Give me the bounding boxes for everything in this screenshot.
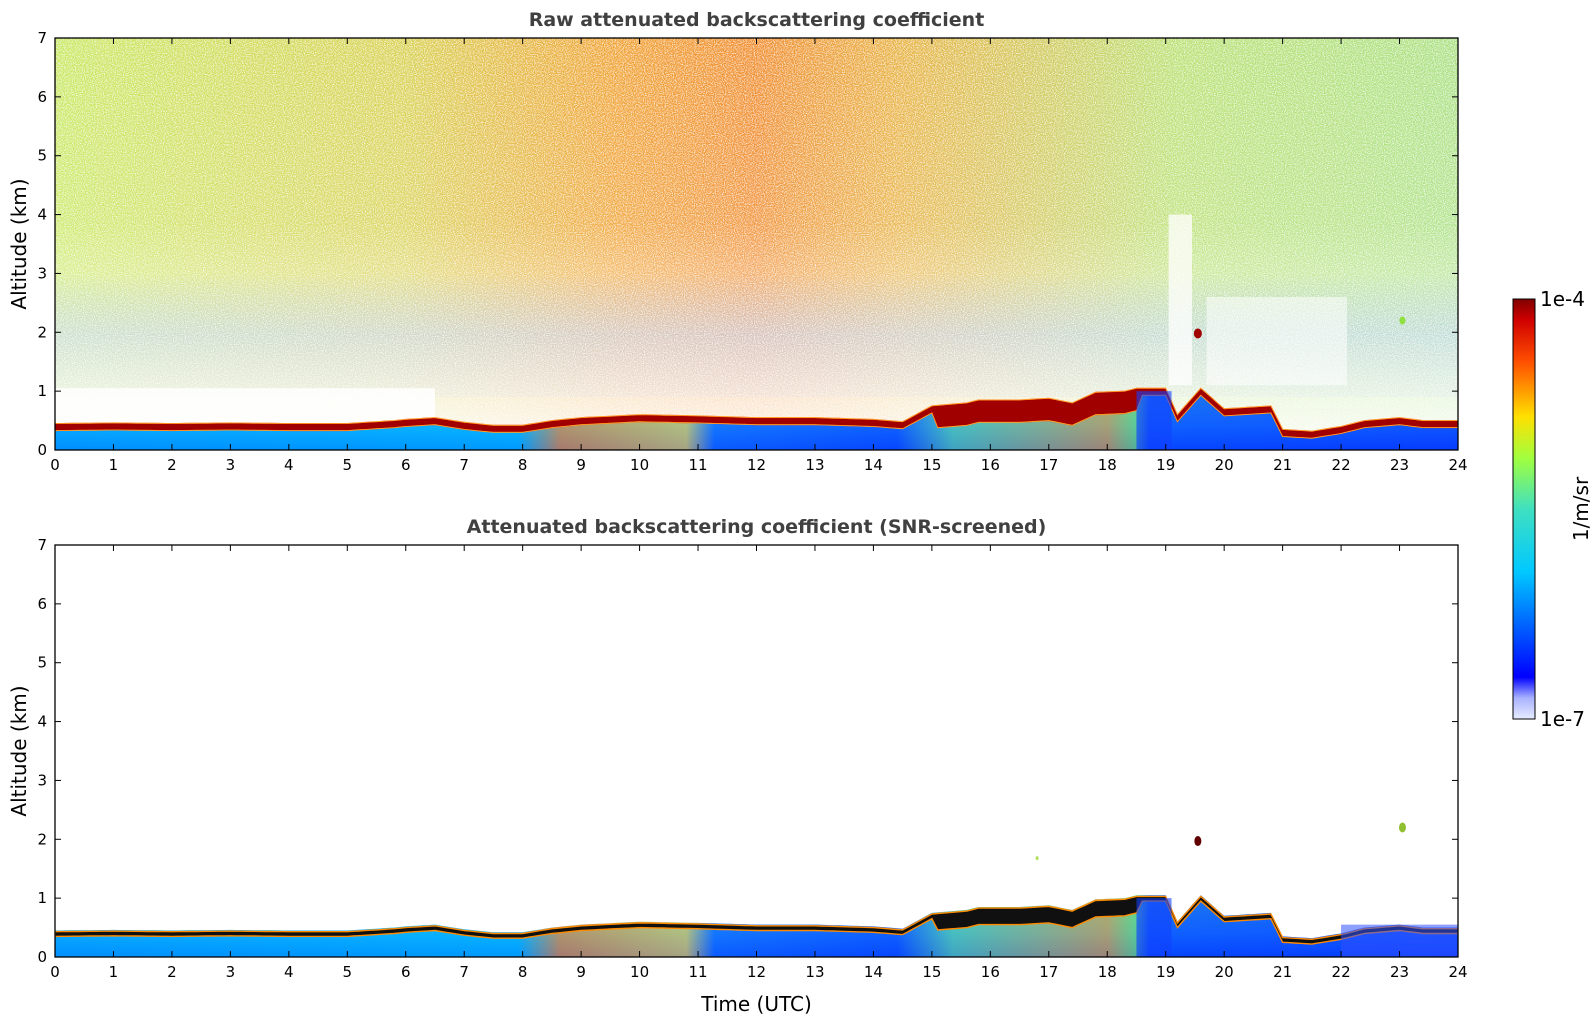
- chart-title: Raw attenuated backscattering coefficien…: [529, 9, 985, 31]
- y-tick-label: 6: [37, 88, 47, 106]
- x-tick-label: 8: [518, 456, 528, 474]
- x-tick-label: 15: [922, 963, 941, 981]
- x-tick-label: 21: [1273, 456, 1292, 474]
- x-tick-label: 10: [630, 456, 649, 474]
- x-axis: 0 1 2 3 4 5 6 7 8 9 10 11 12 13 14 15 16 17 18 19 20 21 22 23 24: [50, 38, 1468, 474]
- x-tick-label: 7: [459, 963, 469, 981]
- snr-screened-panel: Attenuated backscattering coefficient (S…: [7, 516, 1468, 1016]
- x-tick-label: 16: [981, 456, 1000, 474]
- x-tick-label: 12: [747, 456, 766, 474]
- x-tick-label: 4: [284, 963, 294, 981]
- x-tick-label: 7: [459, 456, 469, 474]
- isolated-feature: [1194, 836, 1202, 847]
- x-tick-label: 17: [1039, 963, 1058, 981]
- colorbar-max-label: 1e-4: [1540, 287, 1585, 311]
- colorbar-gradient: [1512, 298, 1536, 720]
- virga-column: [1136, 898, 1172, 957]
- y-axis: 0 1 2 3 4 5 6 7: [37, 29, 1458, 459]
- isolated-feature: [1035, 856, 1039, 861]
- x-tick-label: 3: [226, 456, 236, 474]
- y-tick-label: 2: [37, 830, 47, 848]
- colorbar: 1e-4 1e-7 1/m/sr: [1512, 287, 1593, 731]
- x-tick-label: 0: [50, 963, 60, 981]
- x-tick-label: 0: [50, 456, 60, 474]
- x-tick-label: 6: [401, 456, 411, 474]
- x-tick-label: 18: [1098, 963, 1117, 981]
- y-tick-label: 3: [37, 264, 47, 282]
- x-tick-label: 13: [805, 963, 824, 981]
- x-tick-label: 1: [109, 963, 119, 981]
- x-axis-label: Time (UTC): [700, 992, 812, 1016]
- x-tick-label: 9: [576, 963, 586, 981]
- x-tick-label: 23: [1390, 963, 1409, 981]
- colorbar-unit-label: 1/m/sr: [1569, 476, 1593, 541]
- layer-top-edge: [55, 387, 1458, 439]
- x-tick-label: 23: [1390, 456, 1409, 474]
- layer-top-band: [55, 895, 1458, 945]
- y-tick-label: 5: [37, 654, 47, 672]
- y-tick-label: 7: [37, 536, 47, 554]
- x-tick-label: 1: [109, 456, 119, 474]
- virga-column: [1136, 391, 1172, 450]
- x-tick-label: 22: [1332, 963, 1351, 981]
- x-tick-label: 20: [1215, 963, 1234, 981]
- y-tick-label: 0: [37, 441, 47, 459]
- y-tick-label: 7: [37, 29, 47, 47]
- y-axis-label: Altitude (km): [7, 178, 31, 309]
- x-tick-label: 14: [864, 963, 883, 981]
- heatmap-screened: [55, 822, 1458, 957]
- x-tick-label: 19: [1156, 456, 1175, 474]
- x-tick-label: 4: [284, 456, 294, 474]
- isolated-feature: [1398, 822, 1406, 833]
- x-tick-label: 10: [630, 963, 649, 981]
- x-tick-label: 9: [576, 456, 586, 474]
- x-tick-label: 3: [226, 963, 236, 981]
- x-tick-label: 16: [981, 963, 1000, 981]
- x-tick-label: 2: [167, 456, 177, 474]
- x-tick-label: 5: [343, 456, 353, 474]
- y-tick-label: 0: [37, 948, 47, 966]
- y-tick-label: 2: [37, 323, 47, 341]
- x-tick-label: 18: [1098, 456, 1117, 474]
- x-tick-label: 24: [1448, 456, 1467, 474]
- y-tick-label: 6: [37, 595, 47, 613]
- x-tick-label: 22: [1332, 456, 1351, 474]
- y-tick-label: 4: [37, 713, 47, 731]
- chart-title: Attenuated backscattering coefficient (S…: [467, 516, 1047, 538]
- x-tick-label: 17: [1039, 456, 1058, 474]
- x-tick-label: 24: [1448, 963, 1467, 981]
- y-tick-label: 1: [37, 889, 47, 907]
- x-tick-label: 12: [747, 963, 766, 981]
- clear-column: [1168, 214, 1193, 386]
- y-tick-label: 5: [37, 147, 47, 165]
- plot-frame: [54, 544, 1459, 958]
- x-tick-label: 19: [1156, 963, 1175, 981]
- x-tick-label: 11: [688, 456, 707, 474]
- raw-backscatter-panel: Raw attenuated backscattering coefficien…: [7, 9, 1468, 474]
- y-tick-label: 3: [37, 771, 47, 789]
- elevated-cloud: [1193, 328, 1202, 339]
- x-tick-label: 14: [864, 456, 883, 474]
- y-axis: 0 1 2 3 4 5 6 7: [37, 536, 1458, 966]
- heatmap-raw: [55, 38, 1458, 450]
- x-tick-label: 2: [167, 963, 177, 981]
- y-tick-label: 1: [37, 382, 47, 400]
- x-tick-label: 11: [688, 963, 707, 981]
- colorbar-min-label: 1e-7: [1540, 707, 1585, 731]
- x-tick-label: 5: [343, 963, 353, 981]
- x-tick-label: 13: [805, 456, 824, 474]
- y-tick-label: 4: [37, 206, 47, 224]
- low-clear-zone: [55, 388, 435, 427]
- elevated-cloud: [1399, 316, 1406, 325]
- x-tick-label: 15: [922, 456, 941, 474]
- x-axis: 0 1 2 3 4 5 6 7 8 9 10 11 12 13 14 15 16 17 18 19 20 21 22 23 24: [50, 545, 1468, 981]
- x-tick-label: 8: [518, 963, 528, 981]
- y-axis-label: Altitude (km): [7, 685, 31, 816]
- clear-zone: [1206, 296, 1347, 386]
- x-tick-label: 20: [1215, 456, 1234, 474]
- x-tick-label: 21: [1273, 963, 1292, 981]
- x-tick-label: 6: [401, 963, 411, 981]
